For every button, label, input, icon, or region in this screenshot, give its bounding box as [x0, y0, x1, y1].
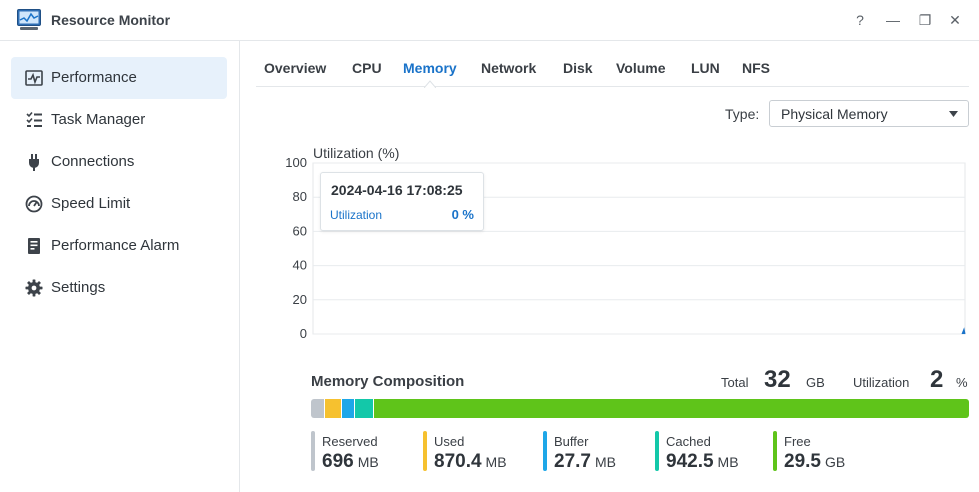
chart-y-tick-label: 0 [300, 326, 307, 341]
speedometer-icon [25, 195, 43, 213]
legend-value-line: 696 MB [322, 451, 379, 473]
sidebar-item-performance[interactable]: Performance [11, 57, 227, 99]
performance-icon [25, 70, 43, 86]
sidebar-item-label: Task Manager [51, 111, 146, 128]
total-value: 32 [764, 366, 791, 393]
sidebar-item-speed-limit[interactable]: Speed Limit [11, 183, 227, 225]
total-unit: GB [806, 375, 825, 390]
tab-memory[interactable]: Memory [403, 60, 457, 76]
segment-used [324, 399, 342, 418]
chart-y-tick-label: 60 [293, 223, 307, 238]
legend-unit: MB [485, 454, 507, 470]
legend-name: Free [784, 434, 811, 449]
caret-down-icon [949, 111, 958, 117]
close-icon[interactable]: ✕ [949, 12, 961, 28]
legend-value-line: 29.5 GB [784, 451, 845, 473]
legend-swatch [773, 431, 777, 471]
chart-y-tick-label: 20 [293, 292, 307, 307]
tooltip-timestamp: 2024-04-16 17:08:25 [331, 182, 463, 198]
sidebar-item-performance-alarm[interactable]: Performance Alarm [11, 225, 227, 267]
legend-unit: MB [594, 454, 616, 470]
segment-reserved [311, 399, 325, 418]
legend-value: 29.5 [784, 451, 821, 472]
chart-y-tick-label: 80 [293, 189, 307, 204]
tab-nfs[interactable]: NFS [742, 60, 770, 76]
legend-value-line: 27.7 MB [554, 451, 616, 473]
gear-icon [25, 279, 43, 297]
legend-value: 942.5 [666, 451, 714, 472]
type-dropdown[interactable]: Physical Memory [769, 100, 969, 127]
utilization-unit: % [956, 375, 968, 390]
legend-value: 27.7 [554, 451, 591, 472]
total-label: Total [721, 375, 749, 390]
chart-y-axis-label: Utilization (%) [313, 145, 400, 161]
window-title: Resource Monitor [51, 12, 171, 28]
legend-name: Buffer [554, 434, 589, 449]
legend-swatch [655, 431, 659, 471]
task-manager-icon [26, 111, 42, 127]
sidebar-item-task-manager[interactable]: Task Manager [11, 99, 227, 141]
minimize-icon[interactable]: — [886, 12, 900, 28]
legend-name: Used [434, 434, 465, 449]
title-bar: Resource Monitor ? — ❐ ✕ [0, 0, 979, 41]
active-tab-indicator [424, 80, 436, 88]
legend-value-line: 870.4 MB [434, 451, 507, 473]
legend-value: 870.4 [434, 451, 482, 472]
segment-free [373, 399, 969, 418]
legend-name: Reserved [322, 434, 378, 449]
tooltip-series-label: Utilization [330, 208, 383, 222]
alarm-icon [28, 238, 40, 254]
chart-series-point [961, 327, 966, 335]
legend-swatch [311, 431, 315, 471]
memory-composition-bar [311, 399, 969, 418]
sidebar-item-label: Performance [51, 69, 137, 86]
restore-icon[interactable]: ❐ [918, 12, 932, 28]
tab-volume[interactable]: Volume [616, 60, 666, 76]
memory-composition-title: Memory Composition [311, 373, 465, 390]
tooltip-value: 0 % [451, 207, 474, 222]
chart-y-tick-label: 100 [285, 155, 307, 170]
sidebar-item-connections[interactable]: Connections [11, 141, 227, 183]
type-label: Type: [725, 106, 760, 122]
legend-value: 696 [322, 451, 354, 472]
legend-swatch [423, 431, 427, 471]
sidebar-item-label: Connections [51, 153, 135, 170]
sidebar-item-settings[interactable]: Settings [11, 267, 227, 309]
chart-tooltip: 2024-04-16 17:08:25 Utilization 0 % [320, 172, 484, 231]
tab-network[interactable]: Network [481, 60, 537, 76]
legend-unit: MB [357, 454, 379, 470]
utilization-chart[interactable]: 0 20 40 60 80 100 [280, 150, 979, 350]
legend-unit: MB [717, 454, 739, 470]
tab-cpu[interactable]: CPU [352, 60, 382, 76]
tab-disk[interactable]: Disk [563, 60, 593, 76]
type-dropdown-value: Physical Memory [781, 106, 888, 122]
tab-overview[interactable]: Overview [264, 60, 327, 76]
legend-unit: GB [824, 454, 846, 470]
legend-value-line: 942.5 MB [666, 451, 739, 473]
chart-y-tick-label: 40 [293, 258, 307, 273]
segment-buffer [341, 399, 356, 418]
help-icon[interactable]: ? [856, 12, 864, 28]
sidebar: Performance Task Manager Connections Spe… [0, 41, 240, 492]
sidebar-item-label: Speed Limit [51, 195, 131, 212]
utilization-value: 2 [930, 366, 944, 393]
sidebar-item-label: Performance Alarm [51, 237, 180, 254]
legend-swatch [543, 431, 547, 471]
segment-cached [355, 399, 374, 418]
plug-icon [29, 154, 39, 171]
legend-name: Cached [666, 434, 711, 449]
utilization-label: Utilization [853, 375, 910, 390]
tab-bar: Overview CPU Memory Network Disk Volume … [256, 41, 969, 87]
resource-monitor-app-icon [17, 9, 41, 30]
tab-lun[interactable]: LUN [691, 60, 720, 76]
sidebar-item-label: Settings [51, 279, 106, 296]
